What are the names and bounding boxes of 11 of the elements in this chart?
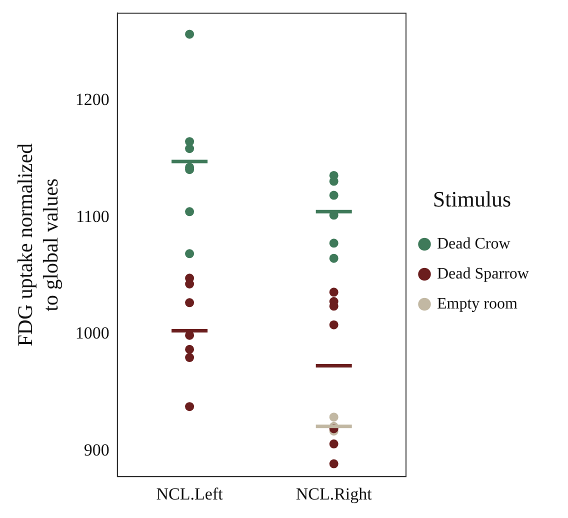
x-tick-label: NCL.Left [156,484,224,504]
y-tick-label: 900 [84,440,110,460]
x-tick-label: NCL.Right [296,484,372,504]
y-tick-label: 1200 [75,90,110,110]
y-tick-label: 1000 [75,324,110,343]
y-tick-label: 1100 [76,206,110,226]
legend-title: Stimulus [432,186,512,212]
legend-label: Dead Crow [437,235,511,252]
legend-label: Dead Sparrow [437,265,530,282]
y-axis-title: FDG uptake normalized to global values [13,142,62,346]
legend-label: Empty room [437,295,518,312]
